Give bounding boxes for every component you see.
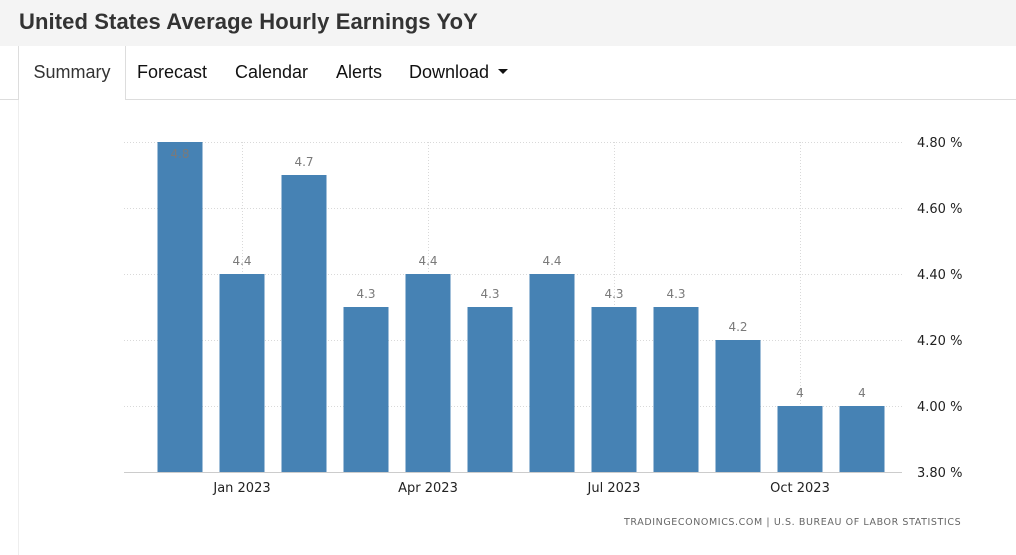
y-tick-label: 4.40 %	[917, 268, 962, 283]
bar[interactable]	[157, 142, 203, 472]
bar[interactable]	[219, 274, 265, 472]
bar[interactable]	[591, 307, 637, 472]
bar[interactable]	[653, 307, 699, 472]
x-tick-label: Apr 2023	[398, 481, 458, 496]
bar-value-label: 4.4	[232, 254, 251, 268]
tab-forecast[interactable]: Forecast	[137, 62, 208, 82]
bar-value-label: 4	[796, 386, 804, 400]
x-tick-label: Jan 2023	[212, 481, 270, 496]
bar[interactable]	[777, 406, 823, 472]
y-tick-label: 4.00 %	[917, 400, 962, 415]
bar[interactable]	[529, 274, 575, 472]
bar-value-label: 4.8	[170, 147, 189, 161]
bar[interactable]	[715, 340, 761, 472]
x-tick-label: Oct 2023	[770, 481, 830, 496]
bar-value-label: 4.3	[356, 287, 375, 301]
tab-alerts[interactable]: Alerts	[336, 62, 383, 82]
chart-y-axis: 3.80 % 4.00 % 4.20 % 4.40 % 4.60 % 4.80 %	[917, 136, 962, 481]
caret-down-icon	[498, 68, 509, 74]
bar-value-label: 4	[858, 386, 866, 400]
bar-value-label: 4.7	[294, 155, 313, 169]
bar-value-label: 4.3	[480, 287, 499, 301]
y-tick-label: 3.80 %	[917, 466, 962, 481]
tab-download[interactable]: Download	[409, 46, 509, 99]
bar-value-label: 4.3	[666, 287, 685, 301]
content-divider	[18, 100, 19, 555]
chart-bar-labels: 4.8 4.4 4.7 4.3 4.4 4.3 4.4 4.3 4.3 4.2 4 4	[170, 147, 865, 400]
title-bar: United States Average Hourly Earnings Yo…	[0, 0, 1016, 47]
y-tick-label: 4.60 %	[917, 202, 962, 217]
tab-calendar[interactable]: Calendar	[235, 62, 309, 82]
page-title: United States Average Hourly Earnings Yo…	[19, 9, 478, 34]
bar-value-label: 4.3	[604, 287, 623, 301]
bar[interactable]	[467, 307, 513, 472]
bar[interactable]	[839, 406, 885, 472]
tab-download-label: Download	[409, 62, 490, 82]
chart-source: TRADINGECONOMICS.COM | U.S. BUREAU OF LA…	[624, 517, 962, 528]
bar[interactable]	[343, 307, 389, 472]
bar-value-label: 4.2	[728, 320, 747, 334]
tab-summary[interactable]: Summary	[18, 46, 126, 100]
bar-value-label: 4.4	[418, 254, 437, 268]
bar[interactable]	[405, 274, 451, 472]
chart-x-axis: Jan 2023 Apr 2023 Jul 2023 Oct 2023	[212, 481, 829, 496]
tab-bar: Summary Forecast Calendar Alerts Downloa…	[0, 46, 1016, 100]
bar[interactable]	[281, 175, 327, 472]
x-tick-label: Jul 2023	[587, 481, 641, 496]
bar-value-label: 4.4	[542, 254, 561, 268]
y-tick-label: 4.80 %	[917, 136, 962, 151]
chart-bars	[157, 142, 885, 472]
y-tick-label: 4.20 %	[917, 334, 962, 349]
